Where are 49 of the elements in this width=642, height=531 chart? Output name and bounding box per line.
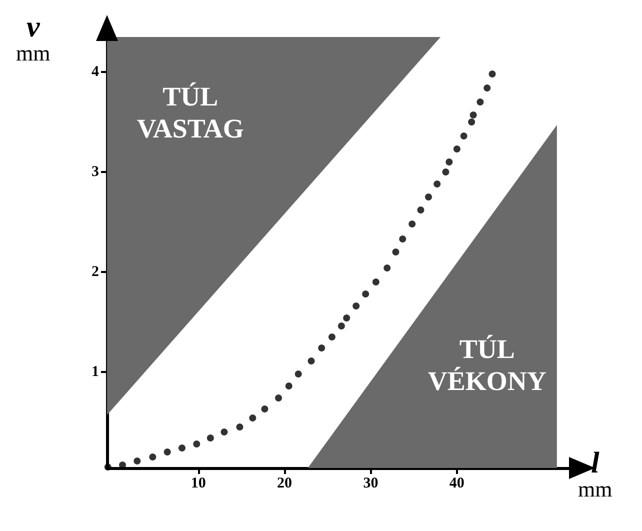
point — [308, 358, 315, 364]
y-tick-label: 2 — [92, 264, 99, 280]
y-tick-label: 3 — [92, 164, 99, 180]
point — [338, 322, 345, 330]
point — [417, 206, 424, 214]
point — [220, 428, 228, 436]
point — [164, 448, 171, 456]
point — [476, 98, 484, 106]
point — [149, 454, 156, 460]
x-tick-label: 10 — [190, 476, 206, 492]
x-tick-label: 40 — [449, 476, 464, 492]
x-tick-label: 20 — [277, 476, 292, 492]
point — [285, 382, 292, 390]
point — [134, 458, 141, 464]
point — [178, 444, 186, 452]
point — [434, 180, 441, 188]
point — [488, 70, 496, 78]
point — [318, 344, 326, 352]
point — [104, 464, 112, 470]
point — [484, 84, 491, 92]
point — [453, 146, 460, 152]
y-axis-title: v mm — [16, 10, 50, 66]
point — [470, 112, 477, 118]
point — [408, 220, 416, 228]
point — [384, 264, 391, 272]
point — [343, 314, 350, 322]
point — [460, 132, 468, 140]
y-tick-label: 4 — [92, 64, 100, 80]
point — [468, 118, 476, 126]
point — [392, 248, 400, 256]
point — [424, 194, 432, 200]
point — [206, 434, 214, 442]
series-label: TÚL VASTAG — [136, 82, 244, 144]
point — [193, 440, 200, 448]
point — [442, 168, 450, 176]
point — [249, 414, 256, 422]
point — [372, 278, 380, 286]
point — [362, 290, 370, 298]
point — [236, 424, 244, 430]
point — [352, 302, 360, 310]
x-tick-label: 30 — [363, 476, 378, 492]
point — [294, 370, 302, 378]
point — [275, 394, 282, 402]
point — [261, 406, 268, 412]
point — [328, 334, 336, 340]
series-label: TÚL VÉKONY — [428, 334, 546, 396]
point — [399, 236, 406, 242]
y-tick-label: 1 — [92, 364, 99, 380]
point — [446, 158, 453, 166]
